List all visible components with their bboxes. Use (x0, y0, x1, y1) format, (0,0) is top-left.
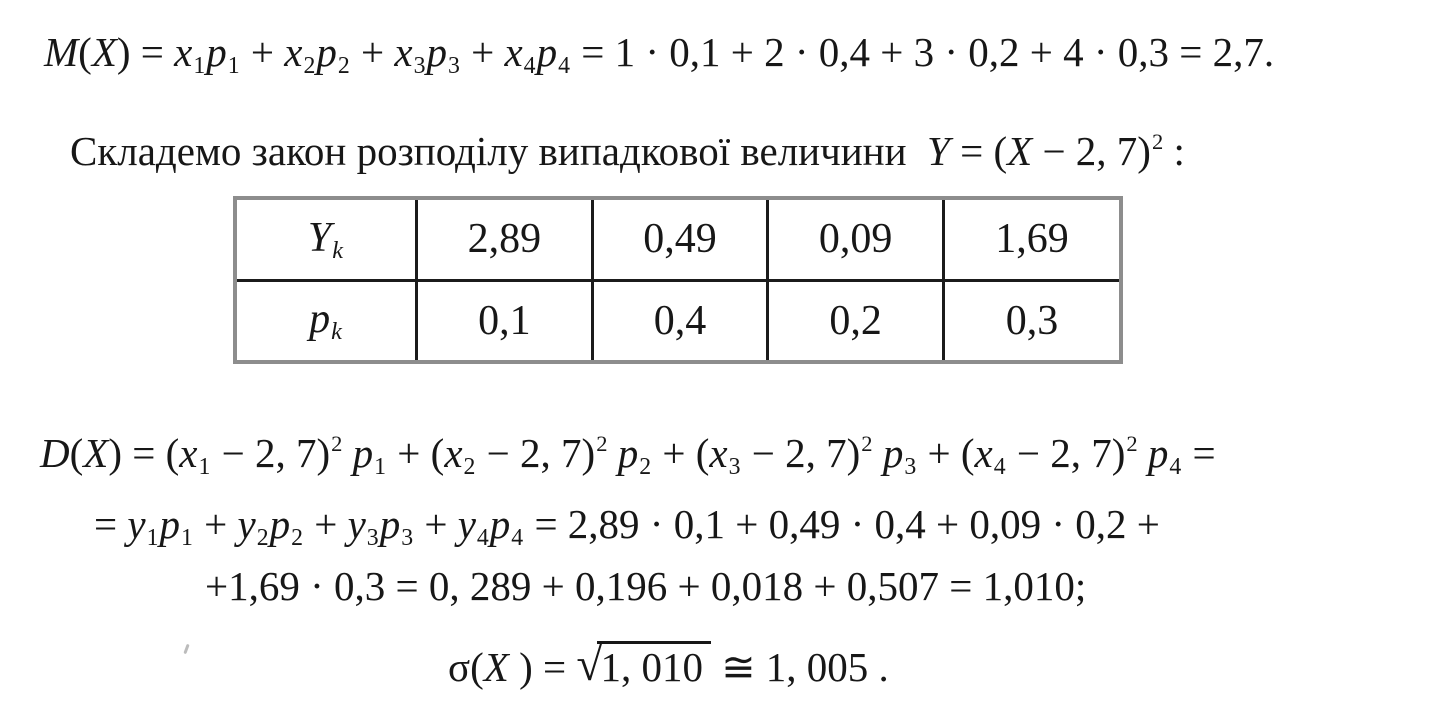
table-cell-pk-2: 0,4 (590, 278, 768, 360)
table-row-pk: pk 0,1 0,4 0,2 0,3 (237, 278, 1119, 360)
formula-expected-value: M(X) = x1p1 + x2p2 + x3p3 + x4p4 = 1 · 0… (44, 29, 1275, 79)
distribution-table: Yk 2,89 0,49 0,09 1,69 pk 0,1 0,4 0,2 0,… (237, 200, 1119, 360)
scan-speck-artifact (183, 643, 190, 655)
intro-sentence: Складемо закон розподілу випадкової вели… (70, 128, 1185, 175)
table-cell-pk-3: 0,2 (766, 278, 944, 360)
formula-variance-line-2: = y1p1 + y2p2 + y3p3 + y4p4 = 2,89 · 0,1… (94, 501, 1160, 551)
table-cell-pk-1: 0,1 (415, 278, 593, 360)
formula-sigma: σ(X ) = √1, 010 ≅ 1, 005 . (448, 639, 889, 691)
formula-variance-line-3: +1,69 · 0,3 = 0, 289 + 0,196 + 0,018 + 0… (205, 563, 1087, 609)
table-cell-yk-3: 0,09 (766, 200, 944, 280)
table-cell-yk-1: 2,89 (415, 200, 593, 280)
formula-variance-line-1: D(X) = (x1 − 2, 7)2 p1 + (x2 − 2, 7)2 p2… (40, 430, 1216, 480)
table-cell-yk-2: 0,49 (590, 200, 768, 280)
table-row-yk: Yk 2,89 0,49 0,09 1,69 (237, 200, 1119, 280)
table-cell-pk-4: 0,3 (941, 278, 1119, 360)
table-cell-yk-4: 1,69 (941, 200, 1119, 280)
row-label-pk: pk (237, 278, 417, 360)
row-label-yk: Yk (307, 214, 344, 264)
distribution-table-frame: Yk 2,89 0,49 0,09 1,69 pk 0,1 0,4 0,2 0,… (233, 196, 1123, 364)
